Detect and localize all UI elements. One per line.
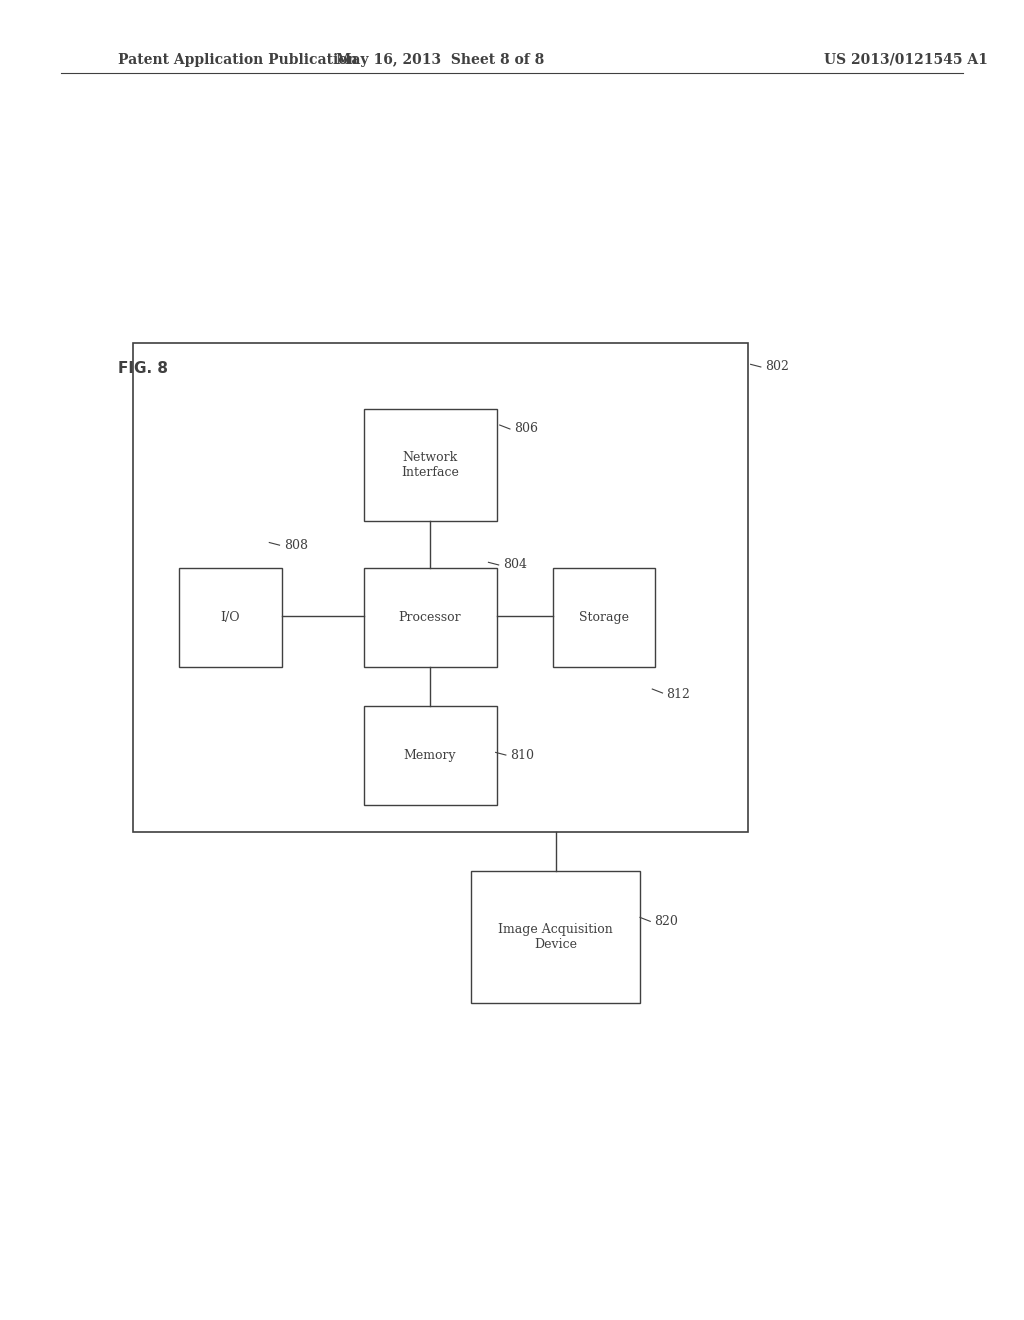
Text: Processor: Processor (398, 611, 462, 623)
Text: US 2013/0121545 A1: US 2013/0121545 A1 (824, 53, 988, 67)
FancyBboxPatch shape (133, 343, 748, 832)
FancyBboxPatch shape (364, 568, 497, 667)
Text: May 16, 2013  Sheet 8 of 8: May 16, 2013 Sheet 8 of 8 (336, 53, 545, 67)
FancyBboxPatch shape (471, 871, 640, 1003)
Text: Image Acquisition
Device: Image Acquisition Device (498, 923, 613, 952)
Text: Network
Interface: Network Interface (401, 451, 459, 479)
FancyBboxPatch shape (364, 409, 497, 521)
Text: 808: 808 (284, 539, 307, 552)
Text: 806: 806 (514, 422, 538, 436)
Text: FIG. 8: FIG. 8 (118, 362, 168, 376)
Text: 810: 810 (510, 748, 534, 762)
Text: 812: 812 (667, 688, 690, 701)
Text: Storage: Storage (580, 611, 629, 623)
Text: 804: 804 (503, 558, 526, 572)
FancyBboxPatch shape (553, 568, 655, 667)
FancyBboxPatch shape (179, 568, 282, 667)
Text: Patent Application Publication: Patent Application Publication (118, 53, 357, 67)
Text: I/O: I/O (220, 611, 241, 623)
Text: Memory: Memory (403, 750, 457, 762)
FancyBboxPatch shape (364, 706, 497, 805)
Text: 820: 820 (654, 915, 678, 928)
Text: 802: 802 (765, 360, 788, 374)
